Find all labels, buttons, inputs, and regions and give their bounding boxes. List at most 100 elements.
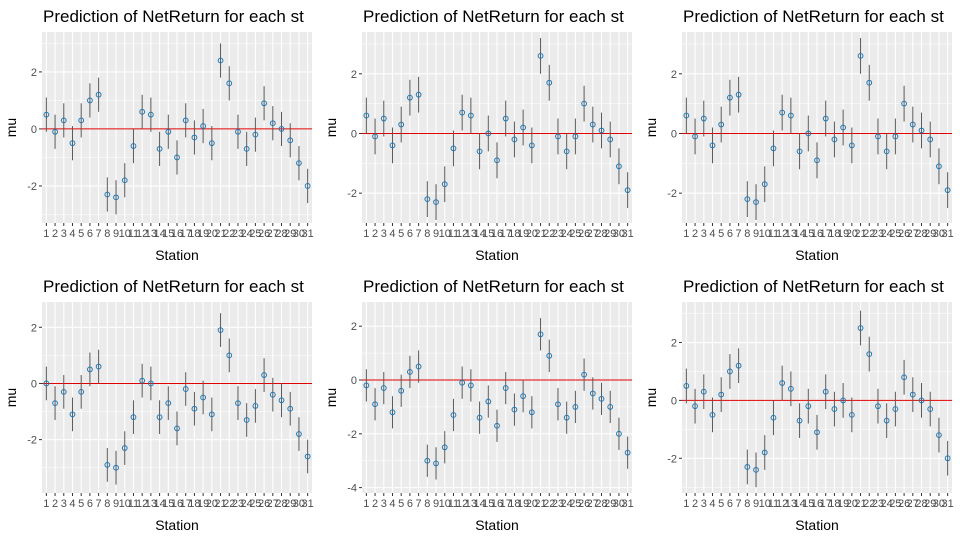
data-point [918,127,925,134]
data-point [840,124,847,131]
data-point [709,142,716,149]
data-point [147,111,154,118]
data-point [831,136,838,143]
x-tick-label: 9 [433,228,439,240]
x-tick-label: 24 [241,498,253,510]
data-point [892,133,899,140]
x-tick-label: 12 [456,228,468,240]
x-tick-label: 16 [171,498,183,510]
data-point [494,422,500,429]
data-point [805,130,812,137]
x-tick-label: 17 [500,498,512,510]
data-point [485,398,492,405]
x-tick-label: 8 [744,228,750,240]
y-tick-label: -2 [667,453,677,465]
y-tick-label: 0 [671,128,677,140]
x-tick-label: 26 [578,228,590,240]
data-point [744,196,751,203]
data-point [191,134,198,141]
x-tick-label: 5 [398,228,404,240]
x-tick-label: 7 [96,498,102,510]
data-point [424,196,431,203]
y-tick-label: -2 [667,188,677,200]
x-tick-label: 7 [416,498,422,510]
x-tick-label: 8 [744,498,750,510]
data-point [69,411,76,418]
x-tick-label: 29 [284,228,296,240]
x-tick-label: 12 [136,498,148,510]
x-tick-label: 6 [727,498,733,510]
data-point [753,466,759,473]
x-axis-label: Station [795,517,839,533]
data-point [174,425,180,432]
x-tick-label: 2 [692,498,698,510]
data-point [139,377,146,384]
data-point [502,385,509,391]
data-point [944,455,951,462]
x-tick-label: 4 [709,228,715,240]
data-point [814,429,820,436]
data-point [296,431,302,437]
data-point [718,121,725,128]
data-point [476,148,483,155]
data-point [589,121,596,128]
x-tick-label: 6 [407,228,413,240]
data-point [87,97,93,104]
data-point [182,117,189,124]
x-tick-label: 15 [162,498,174,510]
x-tick-label: 28 [915,498,927,510]
data-point [546,79,553,86]
chart-svg: Prediction of NetReturn for each st-2021… [643,7,954,263]
chart-title: Prediction of NetReturn for each st [683,7,944,26]
x-tick-label: 28 [275,498,287,510]
x-tick-label: 26 [258,498,270,510]
data-point [607,404,614,410]
x-tick-label: 14 [793,498,805,510]
x-tick-label: 23 [872,498,884,510]
x-tick-label: 17 [820,228,832,240]
data-point [121,177,128,184]
data-point [269,391,276,398]
y-tick-label: 0 [31,378,37,390]
chart-panel-6: Prediction of NetReturn for each st -2 0 2 1… [640,270,960,540]
x-tick-label: 1 [43,498,49,510]
data-point [581,100,587,107]
data-point [415,363,422,370]
data-point [875,133,881,140]
chart-svg: Prediction of NetReturn for each st-2021… [643,277,954,533]
x-tick-label: 6 [727,228,733,240]
y-tick-label: 0 [31,124,37,136]
x-tick-label: 31 [622,228,634,240]
x-tick-label: 6 [407,498,413,510]
x-tick-label: 29 [604,228,616,240]
x-tick-label: 31 [302,498,314,510]
x-tick-label: 3 [381,498,387,510]
x-tick-label: 21 [534,228,546,240]
data-point [598,127,605,134]
x-tick-label: 15 [802,228,814,240]
data-point [450,145,457,152]
data-point [546,352,553,359]
data-point [191,405,198,412]
data-point [415,91,422,98]
x-tick-label: 13 [465,498,477,510]
data-point [502,115,509,122]
x-tick-label: 5 [718,228,724,240]
data-point [252,403,259,409]
data-point [494,157,500,164]
x-tick-label: 8 [424,228,430,240]
y-tick-label: 2 [671,338,677,350]
x-tick-label: 16 [171,228,183,240]
x-tick-label: 30 [613,228,625,240]
data-point [537,52,544,59]
x-tick-label: 24 [241,228,253,240]
x-tick-label: 5 [398,498,404,510]
x-tick-label: 7 [736,228,742,240]
data-point [944,187,951,194]
y-axis-label: mu [3,388,19,407]
x-tick-label: 11 [768,228,779,240]
data-point [165,128,172,135]
x-tick-label: 14 [793,228,805,240]
x-tick-label: 13 [785,228,797,240]
y-axis-label: mu [323,388,339,407]
